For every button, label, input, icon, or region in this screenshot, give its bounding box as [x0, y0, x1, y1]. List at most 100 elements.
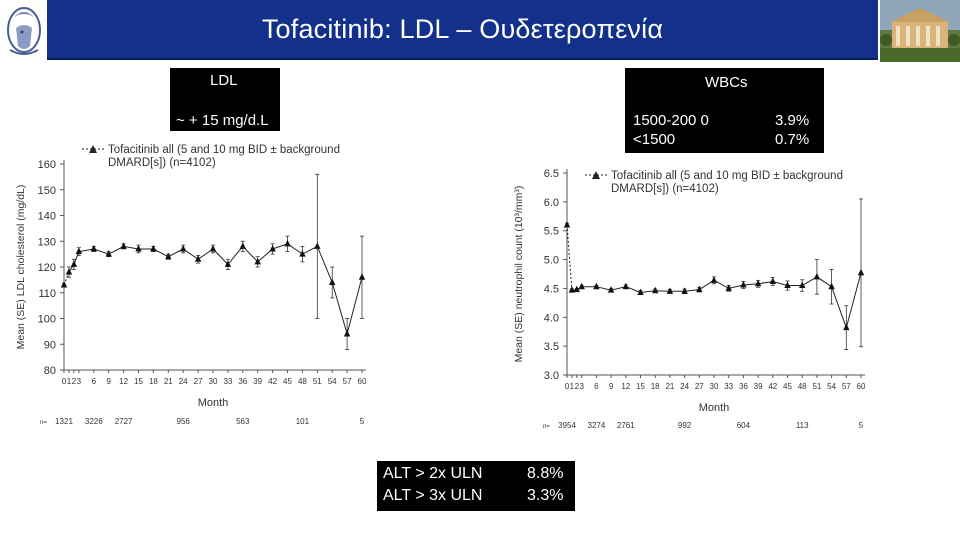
- data-point: [637, 288, 644, 295]
- data-point: [165, 252, 172, 260]
- title-band: [47, 0, 878, 60]
- data-point: [799, 281, 806, 289]
- alt-pct-1: 8.8%: [527, 465, 564, 482]
- x-tick-label: 30: [209, 377, 218, 386]
- wbc-range-2: <1500: [633, 131, 676, 148]
- data-point: [194, 255, 202, 262]
- legend-marker: [592, 171, 600, 179]
- x-tick-label: 39: [253, 377, 262, 386]
- x-tick-label: 1: [67, 377, 72, 386]
- data-point: [299, 250, 306, 257]
- x-tick-label: 0: [565, 382, 570, 391]
- series-line: [68, 243, 363, 336]
- x-tick-label: 45: [283, 377, 292, 386]
- x-tick-label: 27: [695, 382, 704, 391]
- x-tick-label: 24: [179, 377, 188, 386]
- data-point: [329, 278, 336, 285]
- data-point: [105, 250, 112, 257]
- n-at-risk-value: 101: [296, 417, 310, 426]
- n-at-risk-value: 604: [737, 421, 751, 430]
- data-point: [813, 272, 821, 280]
- y-tick-label: 140: [38, 211, 56, 223]
- alt-label-1: ALT > 2x ULN: [383, 465, 483, 482]
- x-tick-label: 9: [106, 377, 111, 386]
- n-at-risk-value: 3954: [558, 421, 576, 430]
- slide-header: Tofacitinib: LDL – Ουδετεροπενία: [0, 0, 960, 62]
- x-tick-label: 54: [328, 377, 337, 386]
- n-at-risk-value: 3226: [85, 417, 103, 426]
- x-tick-label: 0: [62, 377, 67, 386]
- x-tick-label: 36: [238, 377, 247, 386]
- y-tick-label: 4.0: [544, 312, 559, 324]
- data-point: [135, 244, 142, 252]
- data-point: [224, 260, 232, 267]
- data-point: [150, 244, 157, 252]
- y-tick-label: 5.5: [544, 226, 559, 238]
- data-point: [573, 285, 580, 293]
- x-tick-label: 33: [724, 382, 733, 391]
- x-tick-label: 18: [149, 377, 158, 386]
- ldl-label: LDL: [210, 72, 238, 89]
- x-tick-label: 51: [812, 382, 821, 391]
- y-tick-label: 6.5: [544, 168, 559, 180]
- y-tick-label: 6.0: [544, 197, 559, 209]
- n-at-risk-value: 3274: [588, 421, 606, 430]
- x-tick-label: 48: [298, 377, 307, 386]
- series-line: [571, 272, 862, 330]
- n-at-risk-value: 1321: [55, 417, 73, 426]
- data-point: [180, 244, 187, 252]
- x-axis-title: Month: [699, 402, 730, 414]
- alt-pct-2: 3.3%: [527, 487, 564, 504]
- data-point: [784, 281, 791, 289]
- wbc-label: WBCs: [705, 74, 748, 91]
- x-tick-label: 42: [768, 382, 777, 391]
- data-point: [578, 282, 585, 290]
- n-at-risk-label: n=: [543, 424, 550, 430]
- data-point: [269, 244, 276, 252]
- n-at-risk-value: 956: [177, 417, 191, 426]
- y-tick-label: 100: [38, 314, 56, 326]
- x-tick-label: 51: [313, 377, 322, 386]
- data-point: [568, 286, 576, 293]
- y-tick-label: 120: [38, 262, 56, 274]
- ldl-summary-box: LDL ~ + 15 mg/d.L: [170, 68, 280, 131]
- y-axis-title: Mean (SE) neutrophil count (10³/mm³): [513, 186, 525, 363]
- data-point: [710, 276, 718, 283]
- data-point: [622, 282, 629, 290]
- n-at-risk-value: 992: [678, 421, 692, 430]
- x-tick-label: 60: [857, 382, 866, 391]
- y-tick-label: 130: [38, 236, 56, 248]
- x-tick-label: 21: [665, 382, 674, 391]
- y-tick-label: 150: [38, 185, 56, 197]
- data-point: [209, 244, 217, 252]
- data-point: [343, 329, 351, 337]
- series-line-segment: [566, 224, 573, 291]
- data-point: [65, 268, 73, 275]
- x-tick-label: 12: [119, 377, 128, 386]
- data-point: [254, 257, 261, 265]
- x-tick-label: 60: [358, 377, 367, 386]
- x-tick-label: 15: [636, 382, 645, 391]
- legend-text-line2: DMARD[s]) (n=4102): [108, 157, 216, 169]
- x-tick-label: 36: [739, 382, 748, 391]
- data-point: [666, 287, 674, 294]
- x-tick-label: 3: [77, 377, 82, 386]
- neutrophil-chart: 3.03.54.04.55.05.56.06.50 1 2 3 6 9 12 15 18 21 24…: [513, 168, 866, 430]
- data-point: [284, 239, 291, 247]
- data-point: [857, 268, 865, 276]
- x-tick-label: 2: [575, 382, 580, 391]
- university-building-icon: [880, 0, 960, 62]
- data-point: [90, 244, 97, 252]
- alt-label-2: ALT > 3x ULN: [383, 487, 483, 504]
- page-title: Tofacitinib: LDL – Ουδετεροπενία: [261, 14, 664, 44]
- data-point: [843, 323, 850, 331]
- x-axis-title: Month: [198, 397, 229, 409]
- data-point: [593, 282, 600, 290]
- y-tick-label: 160: [38, 159, 56, 171]
- x-tick-label: 33: [223, 377, 232, 386]
- x-tick-label: 39: [754, 382, 763, 391]
- x-tick-label: 9: [609, 382, 614, 391]
- data-point: [652, 286, 659, 294]
- x-tick-label: 45: [783, 382, 792, 391]
- athena-head-icon: [2, 2, 44, 58]
